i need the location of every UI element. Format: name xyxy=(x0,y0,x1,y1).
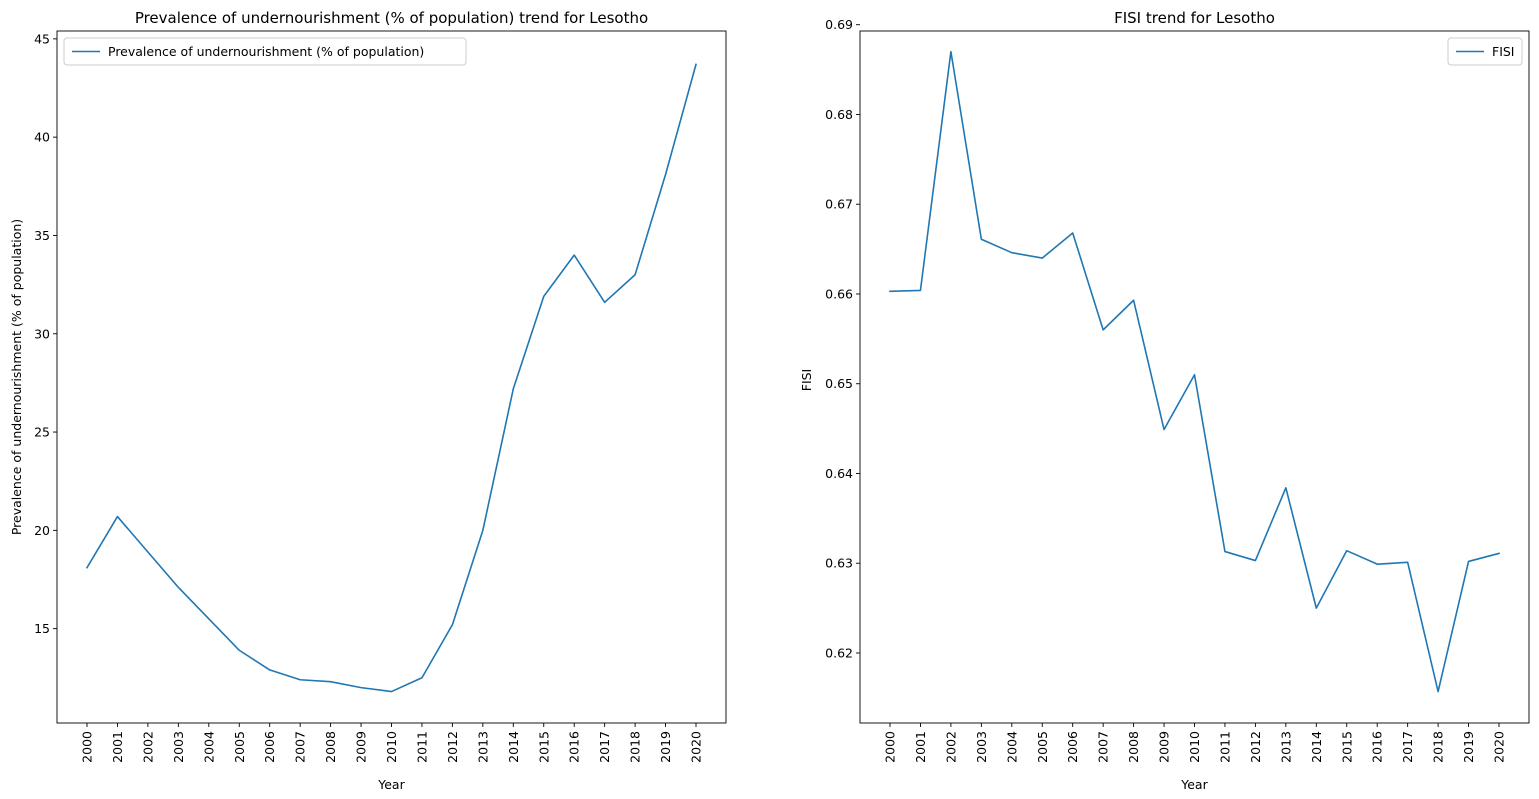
x-tick-label: 2017 xyxy=(1400,731,1415,763)
y-axis-label: Prevalence of undernourishment (% of pop… xyxy=(9,219,24,535)
x-tick-label: 2005 xyxy=(232,731,247,763)
x-tick-label: 2008 xyxy=(1126,731,1141,763)
y-axis: 0.62 0.63 0.64 0.65 0.66 0.67 0.68 0.69 xyxy=(825,17,860,660)
chart-title: Prevalence of undernourishment (% of pop… xyxy=(135,9,648,27)
y-axis: 15 20 25 30 35 40 45 xyxy=(34,31,57,636)
fisi-chart: FISI trend for Lesotho 0.620.630.640.650… xyxy=(799,9,1530,792)
x-tick-label: 2009 xyxy=(1157,731,1172,763)
x-tick-label: 2016 xyxy=(567,731,582,763)
x-tick-label: 2002 xyxy=(140,731,155,763)
x-tick-label: 2020 xyxy=(1492,731,1507,763)
x-tick-label: 2018 xyxy=(628,731,643,763)
x-tick-label: 2015 xyxy=(1339,731,1354,763)
y-tick-label: 25 xyxy=(34,425,50,440)
y-axis-label: FISI xyxy=(799,369,814,392)
y-tick-label: 30 xyxy=(34,326,50,341)
x-axis-label: Year xyxy=(1180,777,1208,792)
legend-box xyxy=(63,37,467,66)
x-tick-label: 2008 xyxy=(323,731,338,763)
y-tick-label: 0.66 xyxy=(825,286,853,301)
undernourishment-chart: Prevalence of undernourishment (% of pop… xyxy=(9,9,727,792)
x-tick-label: 2013 xyxy=(475,731,490,763)
legend-box xyxy=(1447,37,1523,66)
x-tick-label: 2014 xyxy=(506,731,521,763)
x-tick-label: 2015 xyxy=(536,731,551,763)
x-tick-label: 2001 xyxy=(913,731,928,763)
x-tick-label: 2006 xyxy=(1065,731,1080,763)
y-tick-label: 0.63 xyxy=(825,556,853,571)
y-tick-label: 0.62 xyxy=(825,645,853,660)
legend-entry: Prevalence of undernourishment (% of pop… xyxy=(108,44,424,59)
x-tick-label: 2004 xyxy=(201,731,216,763)
x-tick-label: 2007 xyxy=(293,731,308,763)
legend-entry: FISI xyxy=(1492,44,1515,59)
x-tick-label: 2000 xyxy=(80,731,95,763)
x-tick-label: 2010 xyxy=(384,731,399,763)
chart-title: FISI trend for Lesotho xyxy=(1114,9,1275,27)
x-tick-label: 2019 xyxy=(1461,731,1476,763)
x-tick-label: 2019 xyxy=(658,731,673,763)
y-tick-label: 0.64 xyxy=(825,466,853,481)
x-tick-label: 2003 xyxy=(171,731,186,763)
x-tick-label: 2010 xyxy=(1187,731,1202,763)
x-tick-label: 2014 xyxy=(1309,731,1324,763)
x-tick-label: 2011 xyxy=(414,731,429,763)
x-tick-label: 2012 xyxy=(445,731,460,763)
x-tick-label: 2018 xyxy=(1431,731,1446,763)
y-tick-label: 0.65 xyxy=(825,376,853,391)
legend: Prevalence of undernourishment (% of pop… xyxy=(63,37,467,66)
x-tick-label: 2001 xyxy=(110,731,125,763)
y-tick-label: 0.67 xyxy=(825,197,853,212)
x-tick-label: 2016 xyxy=(1370,731,1385,763)
x-tick-label: 2011 xyxy=(1217,731,1232,763)
x-tick-label: 2020 xyxy=(689,731,704,763)
y-tick-label: 20 xyxy=(34,523,50,538)
x-axis: 2000 2001 2002 2003 2004 2005 2006 2007 2008 2009… xyxy=(80,723,704,763)
y-tick-label: 40 xyxy=(34,130,50,145)
x-tick-label: 2017 xyxy=(597,731,612,763)
x-tick-label: 2012 xyxy=(1248,731,1263,763)
series-line-undernourishment xyxy=(85,63,697,693)
x-tick-label: 2006 xyxy=(262,731,277,763)
series-line-fisi xyxy=(889,50,1500,693)
x-tick-label: 2009 xyxy=(354,731,369,763)
y-tick-label: 0.68 xyxy=(825,107,853,122)
x-axis-label: Year xyxy=(377,777,405,792)
y-tick-label: 35 xyxy=(34,228,50,243)
x-tick-label: 2013 xyxy=(1278,731,1293,763)
legend: FISI xyxy=(1447,37,1523,66)
x-tick-label: 2004 xyxy=(1004,731,1019,763)
x-tick-label: 2002 xyxy=(943,731,958,763)
plot-frame xyxy=(56,30,727,724)
y-tick-label: 15 xyxy=(34,621,50,636)
x-tick-label: 2007 xyxy=(1096,731,1111,763)
y-tick-label: 45 xyxy=(34,31,50,46)
x-tick-label: 2005 xyxy=(1035,731,1050,763)
x-axis: 2000 2001 2002 2003 2004 2005 2006 2007 2008 2009… xyxy=(883,723,1507,763)
y-tick-label: 0.69 xyxy=(825,17,853,32)
x-tick-label: 2003 xyxy=(974,731,989,763)
x-tick-label: 2000 xyxy=(883,731,898,763)
